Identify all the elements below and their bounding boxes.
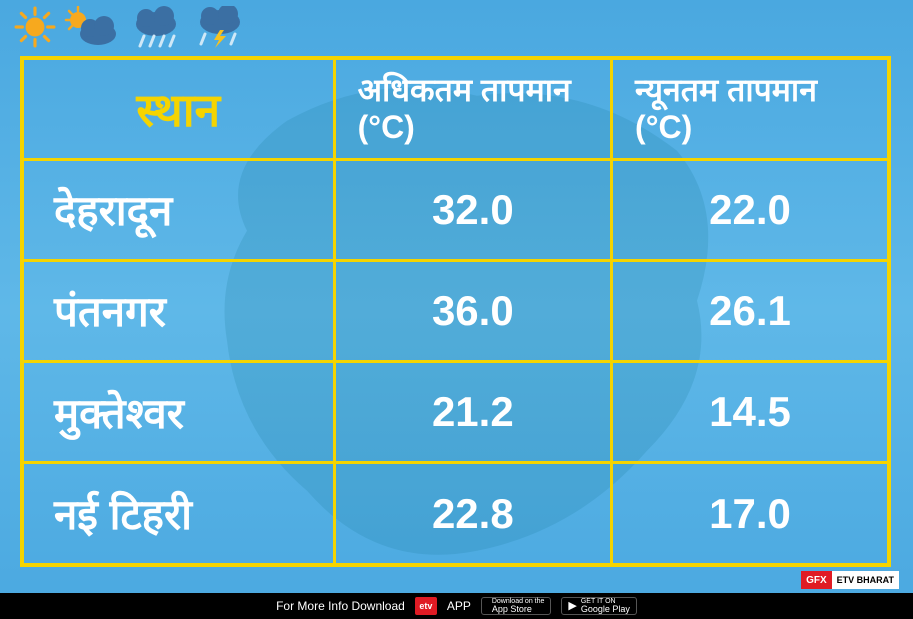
etv-logo-icon: etv: [415, 597, 437, 615]
table-row: पंतनगर 36.0 26.1: [22, 260, 889, 361]
gfx-watermark: GFX ETV BHARAT: [801, 571, 899, 589]
table-row: मुक्तेश्वर 21.2 14.5: [22, 362, 889, 463]
footer-text: For More Info Download: [276, 599, 405, 613]
temperature-table: स्थान अधिकतम तापमान (°C) न्यूनतम तापमान …: [20, 56, 891, 567]
cell-min: 17.0: [612, 463, 889, 565]
playstore-bottom: Google Play: [581, 605, 630, 614]
cell-place: मुक्तेश्वर: [22, 362, 334, 463]
weather-icon-row: [14, 6, 248, 48]
gfx-tag-left: GFX: [801, 571, 832, 589]
table-row: नई टिहरी 22.8 17.0: [22, 463, 889, 565]
playstore-badge[interactable]: ▶ GET IT ON Google Play: [561, 597, 637, 615]
header-min-temp: न्यूनतम तापमान (°C): [612, 58, 889, 159]
sun-cloud-icon: [62, 6, 120, 48]
appstore-badge[interactable]: Download on the App Store: [481, 597, 552, 615]
header-place: स्थान: [22, 58, 334, 159]
sun-icon: [14, 6, 56, 48]
cell-min: 22.0: [612, 159, 889, 260]
cell-max: 32.0: [334, 159, 611, 260]
play-icon: ▶: [568, 601, 576, 612]
storm-cloud-icon: [190, 6, 248, 48]
rain-cloud-icon: [126, 6, 184, 48]
cell-min: 14.5: [612, 362, 889, 463]
header-max-temp: अधिकतम तापमान (°C): [334, 58, 611, 159]
table-header-row: स्थान अधिकतम तापमान (°C) न्यूनतम तापमान …: [22, 58, 889, 159]
appstore-bottom: App Store: [492, 605, 545, 614]
cell-place: पंतनगर: [22, 260, 334, 361]
gfx-tag-right: ETV BHARAT: [832, 571, 899, 589]
footer-app-label: APP: [447, 599, 471, 613]
cell-max: 22.8: [334, 463, 611, 565]
cell-max: 36.0: [334, 260, 611, 361]
cell-max: 21.2: [334, 362, 611, 463]
table-row: देहरादून 32.0 22.0: [22, 159, 889, 260]
cell-place: नई टिहरी: [22, 463, 334, 565]
footer-bar: For More Info Download etv APP Download …: [0, 593, 913, 619]
cell-place: देहरादून: [22, 159, 334, 260]
cell-min: 26.1: [612, 260, 889, 361]
